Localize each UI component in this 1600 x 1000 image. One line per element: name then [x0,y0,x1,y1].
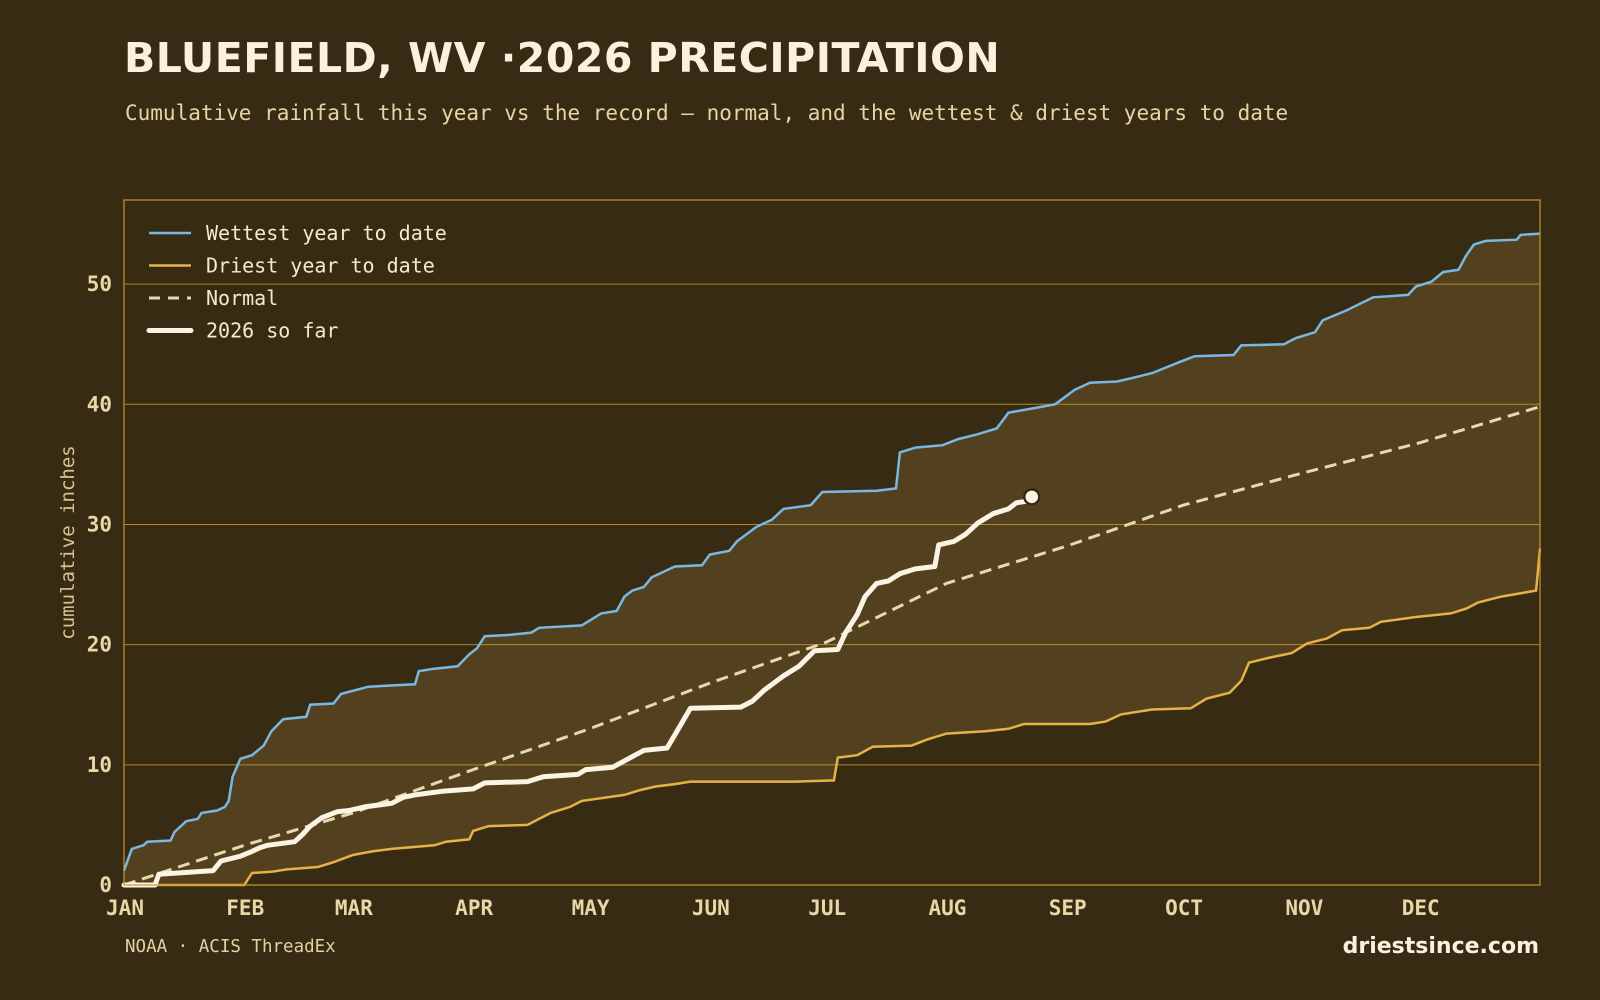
legend-label: Driest year to date [206,254,435,278]
legend-label: 2026 so far [206,319,338,343]
y-tick-label: 10 [87,753,112,777]
chart-title: BLUEFIELD, WV ·2026 PRECIPITATION [124,34,1001,82]
x-tick-label: MAR [335,896,373,920]
chart-subtitle: Cumulative rainfall this year vs the rec… [125,101,1289,125]
source-credit: NOAA · ACIS ThreadEx [125,937,336,957]
y-tick-label: 50 [87,272,112,296]
x-axis-ticks: JAN FEB MAR APR MAY JUN JUL AUG SEP OCT NOV DEC [106,896,1440,920]
x-tick-label: AUG [928,896,966,920]
x-tick-label: NOV [1285,896,1323,920]
wettest-line [122,232,1541,872]
y-tick-label: 20 [87,633,112,657]
plot-frame [123,199,1541,886]
x-tick-label: FEB [226,896,264,920]
x-tick-label: APR [455,896,493,920]
series-lines [121,232,1542,888]
x-tick-label: JUL [808,896,846,920]
legend: Wettest year to date Driest year to date N… [146,221,447,343]
y-tick-label: 40 [87,392,112,416]
x-tick-label: JUN [692,896,730,920]
record-band [124,233,1540,886]
legend-label: Wettest year to date [206,221,447,245]
y-axis-title: cumulative inches [57,445,79,639]
x-tick-label: MAY [572,896,610,920]
current-year-line [121,497,1035,888]
x-tick-label: DEC [1402,896,1440,920]
x-tick-label: SEP [1049,896,1087,920]
brand-link[interactable]: driestsince.com [1342,934,1539,959]
x-tick-label: JAN [106,896,144,920]
legend-label: Normal [206,286,278,310]
normal-line [123,405,1541,887]
y-axis-ticks: 0 10 20 30 40 50 [87,272,112,897]
current-year-marker [1023,488,1041,506]
y-tick-label: 30 [87,512,112,536]
record-band-area [124,233,1540,886]
driest-line [124,548,1542,887]
x-tick-label: OCT [1165,896,1203,920]
y-tick-label: 0 [99,873,112,897]
